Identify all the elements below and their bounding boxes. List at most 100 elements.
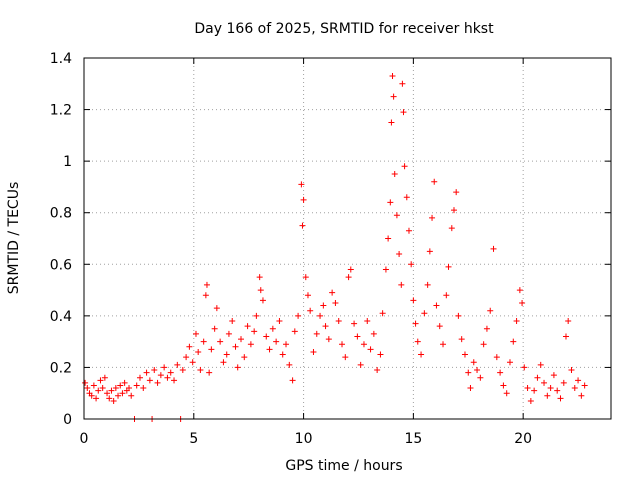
data-point (412, 320, 419, 327)
data-point (164, 374, 171, 381)
data-point (202, 292, 209, 299)
data-point (364, 318, 371, 325)
data-point (389, 73, 396, 80)
data-point (128, 392, 135, 399)
data-point (448, 225, 455, 232)
data-point (283, 341, 290, 348)
x-tick-label: 20 (514, 431, 532, 447)
data-point (206, 369, 213, 376)
data-point (367, 346, 374, 353)
data-point (302, 274, 309, 281)
data-point (99, 385, 106, 392)
x-tick-label: 15 (404, 431, 422, 447)
data-point (354, 333, 361, 340)
data-point (289, 377, 296, 384)
data-point (174, 361, 181, 368)
data-point (110, 397, 117, 404)
data-point (97, 377, 104, 384)
data-point (575, 377, 582, 384)
data-point (225, 330, 232, 337)
data-point (104, 390, 111, 397)
data-point (513, 318, 520, 325)
data-point (332, 299, 339, 306)
data-point (521, 364, 528, 371)
data-point (531, 387, 538, 394)
data-point (251, 328, 258, 335)
data-point (455, 312, 462, 319)
data-point (527, 397, 534, 404)
data-point (256, 274, 263, 281)
data-point (263, 333, 270, 340)
data-point (241, 354, 248, 361)
data-point (557, 395, 564, 402)
data-point (370, 330, 377, 337)
data-point (186, 343, 193, 350)
data-point (374, 367, 381, 374)
data-point (450, 207, 457, 214)
data-point (541, 379, 548, 386)
data-point (351, 320, 358, 327)
data-point (119, 390, 126, 397)
data-point (313, 330, 320, 337)
data-point (400, 109, 407, 116)
data-point (429, 214, 436, 221)
data-point (213, 305, 220, 312)
x-tick-label: 5 (189, 431, 198, 447)
data-point (298, 181, 305, 188)
data-point (345, 274, 352, 281)
data-point (329, 289, 336, 296)
data-point (544, 392, 551, 399)
data-point (426, 248, 433, 255)
data-point (571, 385, 578, 392)
data-point (244, 323, 251, 330)
data-point (234, 364, 241, 371)
data-point (279, 351, 286, 358)
y-tick-label: 0 (63, 412, 72, 428)
data-point (581, 382, 588, 389)
data-point (146, 377, 153, 384)
data-point (480, 341, 487, 348)
data-points (82, 73, 588, 422)
y-tick-label: 0.8 (50, 206, 72, 222)
data-point (421, 310, 428, 317)
data-point (317, 312, 324, 319)
data-point (560, 379, 567, 386)
data-point (477, 374, 484, 381)
data-point (320, 302, 327, 309)
data-point (101, 374, 108, 381)
data-point (238, 336, 245, 343)
data-point (339, 341, 346, 348)
data-point (493, 354, 500, 361)
data-point (565, 318, 572, 325)
data-point (500, 382, 507, 389)
data-point (232, 343, 239, 350)
data-point (487, 307, 494, 314)
y-tick-label: 1.2 (50, 103, 72, 119)
y-axis-label: SRMTID / TECUs (6, 182, 22, 295)
data-point (304, 292, 311, 299)
data-point (490, 245, 497, 252)
data-point (396, 250, 403, 257)
data-point (90, 382, 97, 389)
data-point (136, 374, 143, 381)
data-point (211, 325, 218, 332)
data-point (534, 374, 541, 381)
data-point (433, 302, 440, 309)
data-point (203, 281, 210, 288)
data-point (506, 359, 513, 366)
data-point (266, 346, 273, 353)
data-point (578, 392, 585, 399)
tick-labels: 0 5 10 15 20 0 0.2 0.4 0.6 0.8 1 1.2 1.4 (50, 51, 532, 447)
data-point (269, 325, 276, 332)
data-point (377, 351, 384, 358)
data-point (445, 263, 452, 270)
data-point (436, 323, 443, 330)
data-point (189, 359, 196, 366)
data-point (300, 196, 307, 203)
data-point (82, 379, 89, 386)
data-point (347, 266, 354, 273)
data-point (440, 341, 447, 348)
data-point (200, 338, 207, 345)
data-point (461, 351, 468, 358)
